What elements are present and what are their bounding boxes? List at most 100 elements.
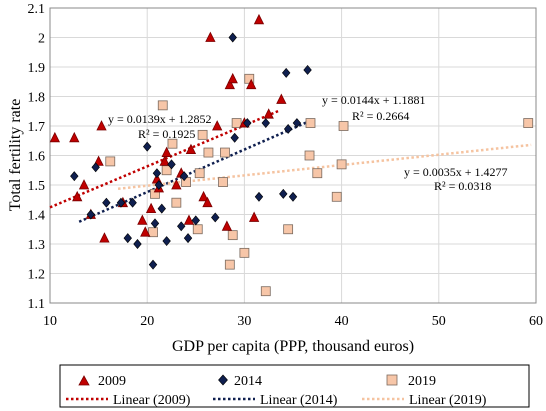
legend-box [59, 364, 530, 408]
point-2019-22 [305, 118, 316, 128]
point-2009-6 [96, 120, 107, 131]
trendline-1 [78, 120, 309, 223]
point-2019-25 [336, 159, 347, 170]
point-2014-27 [282, 67, 291, 78]
y-tick-label-3: 1.4 [28, 209, 46, 224]
x-tick-labels: 10 20 30 40 50 60 [43, 314, 543, 329]
point-2014-7 [133, 239, 142, 249]
y-tick-label-7: 1.8 [28, 91, 46, 106]
point-2019-11 [203, 147, 214, 158]
point-2009-32 [276, 93, 287, 104]
point-2019-9 [194, 168, 205, 179]
point-2014-10 [150, 218, 160, 229]
point-2014-12 [154, 180, 164, 190]
point-2009-31 [263, 108, 274, 119]
r2-2014: R² = 0.2664 [352, 109, 409, 123]
y-tick-label-5: 1.6 [28, 150, 46, 165]
point-2014-15 [167, 159, 176, 170]
point-2014-29 [288, 191, 298, 202]
point-2014-9 [148, 259, 158, 270]
x-tick-label-3: 40 [335, 314, 349, 329]
point-2014-4 [116, 197, 126, 208]
point-2019-6 [171, 197, 182, 208]
point-2014-19 [191, 215, 200, 226]
point-2019-17 [239, 247, 250, 258]
x-tick-label-5: 60 [529, 314, 543, 329]
point-2019-27 [523, 118, 534, 128]
y-tick-label-8: 1.9 [28, 61, 46, 76]
point-2014-30 [292, 118, 302, 129]
point-2019-26 [338, 121, 349, 131]
legend-marker-2019 [386, 374, 398, 386]
point-2014-31 [303, 64, 312, 75]
y-tick-label-4: 1.5 [28, 179, 46, 194]
point-2019-10 [197, 129, 208, 140]
point-2009-7 [99, 232, 110, 243]
x-axis-title: GDP per capita (PPP, thousand euros) [172, 338, 414, 355]
point-2019-24 [331, 191, 342, 202]
point-2019-8 [192, 224, 203, 235]
point-2009-23 [212, 120, 223, 131]
point-2014-8 [143, 141, 152, 152]
point-2009-18 [183, 214, 195, 225]
legend: 2009 2014 2019 Linear (2009) Linear (201… [59, 364, 530, 408]
y-tick-label-6: 1.7 [28, 120, 46, 135]
point-2009-22 [205, 31, 216, 42]
point-2014-16 [177, 221, 186, 232]
point-2019-19 [260, 286, 271, 297]
point-2014-1 [86, 209, 96, 220]
point-2009-0 [49, 131, 61, 143]
y-tick-label-10: 2.1 [28, 2, 46, 17]
trendline-2 [117, 143, 532, 191]
legend-label-linear-2019: Linear (2019) [409, 393, 487, 408]
equation-2009: y = 0.0139x + 1.2852 [108, 112, 212, 126]
y-tick-labels: 1.1 1.2 1.3 1.4 1.5 1.6 1.7 1.8 1.9 2 2.1 [28, 2, 46, 312]
plot-frame [49, 7, 537, 304]
point-2014-23 [243, 118, 252, 129]
point-2009-2 [72, 190, 83, 202]
point-2009-24 [221, 220, 233, 231]
x-tick-label-0: 10 [43, 314, 57, 329]
equation-2019: y = 0.0035x + 1.4277 [404, 165, 508, 179]
point-2009-1 [69, 131, 80, 143]
point-2014-18 [183, 233, 193, 244]
x-tick-label-4: 50 [432, 314, 446, 329]
point-2014-11 [152, 168, 162, 179]
y-axis-title: Total fertility rate [7, 99, 24, 212]
equation-2014: y = 0.0144x + 1.1881 [322, 93, 426, 107]
y-tick-label-1: 1.2 [28, 268, 46, 283]
point-2014-14 [162, 236, 171, 247]
x-tick-label-2: 30 [237, 314, 251, 329]
point-2009-15 [161, 146, 172, 157]
point-2019-20 [283, 224, 294, 235]
y-tick-label-9: 2 [38, 32, 45, 47]
point-2019-13 [220, 147, 230, 158]
r2-2019: R² = 0.0318 [434, 179, 491, 193]
point-2014-17 [179, 171, 189, 182]
point-2009-21 [202, 196, 213, 208]
point-2019-12 [218, 177, 228, 187]
annotation-2009: y = 0.0139x + 1.2852 R² = 0.1925 [108, 112, 212, 141]
r2-2009: R² = 0.1925 [138, 127, 195, 141]
y-tick-label-0: 1.1 [28, 297, 46, 312]
annotation-2014: y = 0.0144x + 1.1881 R² = 0.2664 [322, 93, 426, 123]
point-2009-16 [171, 179, 182, 190]
point-2014-28 [283, 123, 293, 134]
point-2009-11 [145, 202, 157, 214]
x-tick-label-1: 20 [140, 314, 154, 329]
point-2014-2 [91, 162, 100, 173]
data-points [49, 13, 534, 297]
point-2014-20 [211, 212, 220, 223]
point-2009-30 [253, 13, 265, 25]
point-2019-5 [167, 138, 178, 149]
point-2014-3 [102, 197, 111, 208]
point-2019-15 [227, 230, 238, 241]
point-2009-9 [137, 214, 148, 225]
point-2009-29 [248, 211, 260, 222]
point-2009-3 [78, 179, 90, 190]
annotation-2019: y = 0.0035x + 1.4277 R² = 0.0318 [404, 165, 508, 193]
point-2019-21 [304, 150, 315, 161]
legend-marker-2014 [218, 374, 228, 386]
